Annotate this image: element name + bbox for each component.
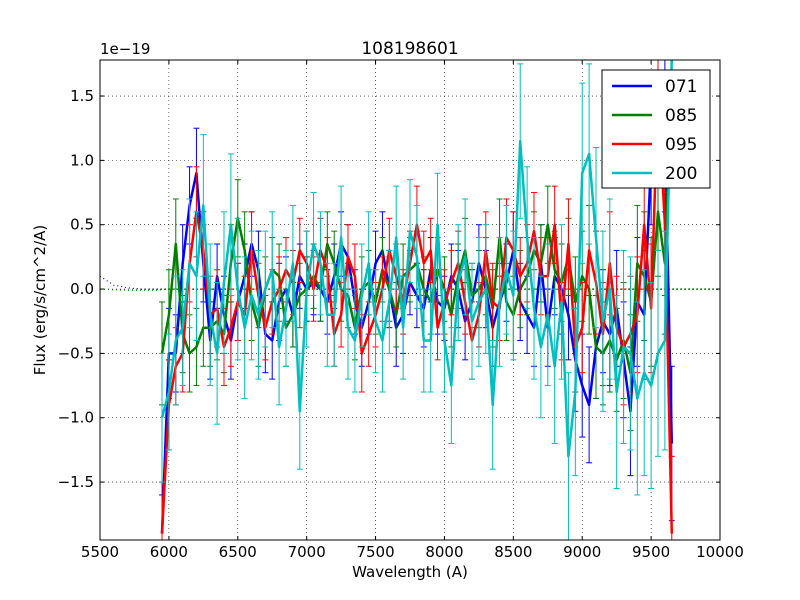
x-tick-label: 9500 bbox=[632, 543, 670, 561]
x-tick-label: 8000 bbox=[425, 543, 463, 561]
y-offset-label: 1e−19 bbox=[100, 40, 150, 58]
y-tick-labels: −1.5 −1.0 −0.5 0.0 0.5 1.0 1.5 bbox=[58, 87, 94, 491]
y-tick-label: 0.5 bbox=[70, 216, 94, 234]
y-tick-label: −1.0 bbox=[58, 409, 94, 427]
x-tick-label: 7500 bbox=[356, 543, 394, 561]
legend-label-200: 200 bbox=[665, 164, 697, 184]
plot-area bbox=[99, 59, 721, 541]
x-tick-label: 8500 bbox=[494, 543, 532, 561]
series-200 bbox=[159, 60, 675, 540]
legend-label-071: 071 bbox=[665, 77, 697, 97]
y-tick-label: 0.0 bbox=[70, 280, 94, 298]
legend-label-085: 085 bbox=[665, 106, 697, 126]
x-tick-label: 9000 bbox=[563, 543, 601, 561]
x-tick-label: 6500 bbox=[219, 543, 257, 561]
legend-label-095: 095 bbox=[665, 135, 697, 155]
x-tick-label: 5500 bbox=[81, 543, 119, 561]
series-071-continuum bbox=[100, 275, 720, 290]
x-tick-labels: 5500 6000 6500 7000 7500 8000 8500 9000 9500 1000… bbox=[81, 543, 744, 561]
legend: 071 085 095 200 bbox=[601, 69, 711, 189]
legend-box bbox=[601, 69, 711, 189]
chart-title: 108198601 bbox=[361, 39, 458, 59]
series-line-200 bbox=[160, 60, 673, 458]
x-axis-label: Wavelength (A) bbox=[352, 563, 468, 581]
x-tick-label: 10000 bbox=[696, 543, 744, 561]
series-layer bbox=[159, 60, 675, 540]
y-axis-label: Flux (erg/s/cm^2/A) bbox=[31, 225, 49, 376]
y-tick-label: −0.5 bbox=[58, 344, 94, 362]
ticks bbox=[99, 60, 721, 540]
x-tick-label: 6000 bbox=[150, 543, 188, 561]
x-tick-label: 7000 bbox=[288, 543, 326, 561]
y-tick-label: 1.0 bbox=[70, 151, 94, 169]
y-tick-label: 1.5 bbox=[70, 87, 94, 105]
y-tick-label: −1.5 bbox=[58, 473, 94, 491]
